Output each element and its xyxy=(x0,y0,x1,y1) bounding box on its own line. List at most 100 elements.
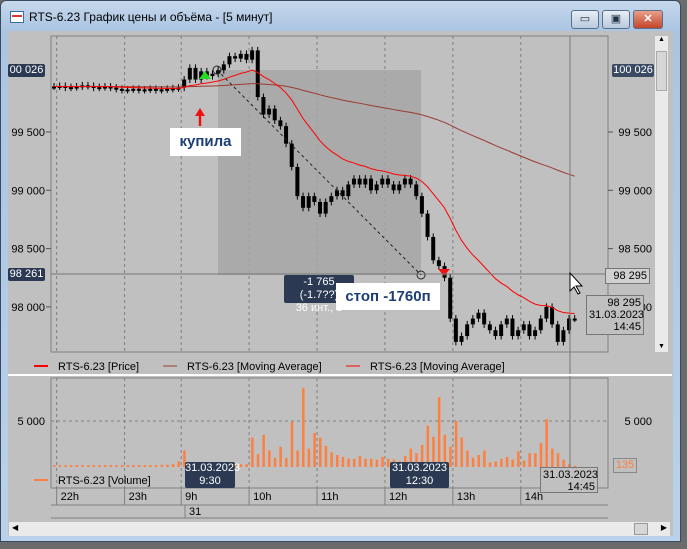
candle-body xyxy=(419,196,424,214)
volume-bar xyxy=(171,464,175,467)
candle-body xyxy=(465,324,470,337)
volume-bar xyxy=(58,465,62,467)
volume-bar xyxy=(454,421,458,467)
time-label-date: 31.03.2023 xyxy=(543,469,599,481)
candle-body xyxy=(238,53,243,59)
time-axis-day-label: 31 xyxy=(189,506,201,518)
volume-bar xyxy=(75,465,79,467)
time-label-time: 14:45 xyxy=(567,481,595,493)
candle-body xyxy=(380,178,385,185)
buy-marker-icon xyxy=(199,71,211,79)
candle-body xyxy=(414,184,419,197)
stop-annotation: стоп -1760п xyxy=(336,283,440,310)
candle-body xyxy=(504,318,509,325)
volume-bar xyxy=(477,455,480,467)
volume-bar xyxy=(437,397,441,467)
price-tick-label-right: 99 500 xyxy=(618,127,652,139)
volume-bar xyxy=(511,459,514,467)
volume-bar xyxy=(483,450,486,467)
candle-body xyxy=(408,178,413,185)
legend-label: RTS-6.23 [Moving Average] xyxy=(187,361,322,373)
mouse-cursor-icon xyxy=(569,271,584,295)
vertical-scrollbar[interactable]: ▲ ▼ xyxy=(655,36,668,352)
legend-label: RTS-6.23 [Price] xyxy=(58,361,139,373)
candle-body xyxy=(561,330,566,342)
scroll-right-icon[interactable]: ▶ xyxy=(660,523,667,532)
candle-body xyxy=(448,277,453,319)
horizontal-scroll-thumb[interactable] xyxy=(634,523,648,535)
volume-bar xyxy=(302,387,305,467)
candle-body xyxy=(159,89,164,92)
volume-bar xyxy=(466,450,469,467)
volume-bar xyxy=(307,448,311,467)
time-label-start: 31.03.2023 9:30 xyxy=(185,462,240,488)
price-tick-label-left: 98 000 xyxy=(11,302,45,314)
price-tick-label-right: 99 000 xyxy=(618,185,652,197)
candle-body xyxy=(402,178,407,185)
candle-body xyxy=(493,330,498,337)
candle-body xyxy=(533,330,538,337)
volume-bar xyxy=(262,434,265,467)
cursor-date: 31.03.2023 xyxy=(589,309,645,321)
candle-body xyxy=(125,89,130,92)
volume-bar xyxy=(285,457,288,467)
volume-bar xyxy=(341,456,345,467)
volume-tick-label-right: 5 000 xyxy=(624,416,652,428)
volume-bar xyxy=(330,452,333,467)
volume-bar xyxy=(69,465,73,467)
volume-bar xyxy=(177,461,181,467)
volume-bar xyxy=(92,465,96,467)
scroll-left-icon[interactable]: ◀ xyxy=(12,523,19,532)
volume-bar xyxy=(528,453,531,467)
volume-bar xyxy=(313,432,316,467)
candle-body xyxy=(136,88,141,91)
candle-body xyxy=(482,312,487,325)
volume-bar xyxy=(279,446,282,467)
measure-start-handle[interactable] xyxy=(212,65,222,75)
volume-bar xyxy=(568,464,571,467)
arrow-head-icon xyxy=(195,108,205,116)
candle-body xyxy=(170,88,175,91)
maximize-button[interactable]: ▣ xyxy=(602,10,630,29)
scroll-up-icon[interactable]: ▲ xyxy=(658,36,665,43)
candle-body xyxy=(374,184,379,191)
candle-body xyxy=(306,196,311,208)
candle-body xyxy=(363,178,368,185)
candle-body xyxy=(312,196,317,202)
measure-end-handle[interactable] xyxy=(416,270,426,280)
candle-body xyxy=(255,50,260,98)
window-title: RTS-6.23 График цены и объёма - [5 минут… xyxy=(29,10,273,24)
volume-bar xyxy=(545,419,548,467)
time-axis-hour-label: 22h xyxy=(61,491,79,503)
scroll-down-icon[interactable]: ▼ xyxy=(658,343,665,350)
price-tick-label-left: 98 500 xyxy=(11,244,45,256)
volume-bar xyxy=(539,443,543,467)
vertical-scroll-thumb[interactable] xyxy=(656,51,667,91)
volume-bar xyxy=(358,455,362,467)
volume-plot-frame xyxy=(50,377,609,489)
candle-body xyxy=(74,86,79,89)
time-axis-hour-label: 10h xyxy=(253,491,271,503)
buy-annotation: купила xyxy=(170,128,241,156)
legend-label: RTS-6.23 [Moving Average] xyxy=(370,361,505,373)
volume-bar xyxy=(81,465,84,467)
volume-bar xyxy=(432,436,435,467)
volume-bar xyxy=(290,421,294,467)
close-button[interactable]: ✕ xyxy=(633,10,663,29)
measure-tooltip: -1 765 (-1.7??) 36 инт., 3 xyxy=(284,275,354,314)
volume-bar xyxy=(166,464,169,467)
horizontal-scrollbar[interactable]: ◀ ▶ xyxy=(9,522,670,536)
candle-body xyxy=(470,318,475,325)
volume-bar xyxy=(98,465,101,467)
measure-line xyxy=(216,69,422,276)
candle-body xyxy=(340,190,345,197)
volume-bar xyxy=(488,462,492,467)
volume-bar xyxy=(154,465,158,467)
candle-body xyxy=(131,88,136,91)
candle-body xyxy=(261,97,266,115)
minimize-button[interactable]: ▭ xyxy=(571,10,599,29)
volume-bar xyxy=(245,464,248,467)
candle-body xyxy=(52,86,56,89)
volume-bar xyxy=(256,454,260,467)
